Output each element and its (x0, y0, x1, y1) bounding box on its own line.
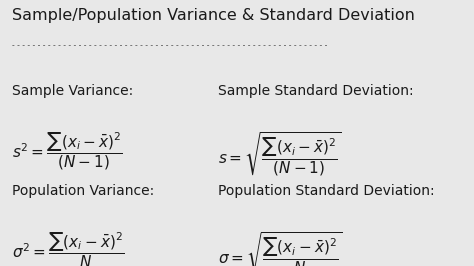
Text: - - - - - - - - - - - - - - - - - - - - - - - - - - - - - - - - - - - - - - - - : - - - - - - - - - - - - - - - - - - - - … (12, 41, 329, 50)
Text: Sample Standard Deviation:: Sample Standard Deviation: (218, 84, 414, 98)
Text: Sample Variance:: Sample Variance: (12, 84, 133, 98)
Text: Sample/Population Variance & Standard Deviation: Sample/Population Variance & Standard De… (12, 8, 415, 23)
Text: $s = \sqrt{\dfrac{\sum(x_{i} - \bar{x})^{2}}{(N - 1)}}$: $s = \sqrt{\dfrac{\sum(x_{i} - \bar{x})^… (218, 130, 342, 178)
Text: $\sigma^{2} = \dfrac{\sum(x_{i} - \bar{x})^{2}}{N}$: $\sigma^{2} = \dfrac{\sum(x_{i} - \bar{x… (12, 230, 124, 266)
Text: Population Standard Deviation:: Population Standard Deviation: (218, 184, 435, 198)
Text: Population Variance:: Population Variance: (12, 184, 154, 198)
Text: $\sigma = \sqrt{\dfrac{\sum(x_{i} - \bar{x})^{2}}{N}}$: $\sigma = \sqrt{\dfrac{\sum(x_{i} - \bar… (218, 230, 342, 266)
Text: $s^{2} = \dfrac{\sum(x_{i} - \bar{x})^{2}}{(N - 1)}$: $s^{2} = \dfrac{\sum(x_{i} - \bar{x})^{2… (12, 130, 122, 172)
